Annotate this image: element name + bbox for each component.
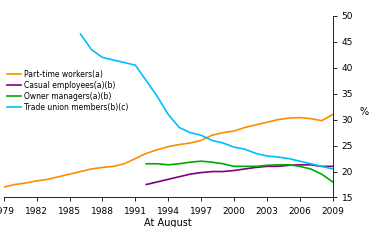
Part-time workers(a) [2,186,6,188]
Legend: Part-time workers(a), Casual employees(a)(b), Owner managers(a)(b), Trade union : Part-time workers(a), Casual employees(a… [4,67,131,115]
Casual employees(a)(b) [265,165,269,168]
Owner managers(a)(b) [199,160,203,163]
Part-time workers(a) [188,142,192,144]
Part-time workers(a) [23,182,28,184]
Owner managers(a)(b) [144,162,149,165]
Line: Trade union members(b)(c): Trade union members(b)(c) [81,34,333,169]
Owner managers(a)(b) [188,161,192,164]
Trade union members(b)(c) [177,126,181,129]
Trade union members(b)(c) [319,165,324,168]
Trade union members(b)(c) [243,148,247,151]
Trade union members(b)(c) [254,152,258,155]
Trade union members(b)(c) [188,131,192,134]
Line: Casual employees(a)(b): Casual employees(a)(b) [146,165,333,185]
Part-time workers(a) [276,118,280,121]
Part-time workers(a) [221,131,225,134]
Owner managers(a)(b) [232,165,236,168]
Casual employees(a)(b) [199,171,203,174]
Trade union members(b)(c) [122,61,127,64]
Part-time workers(a) [232,130,236,132]
Trade union members(b)(c) [89,48,94,51]
Part-time workers(a) [308,117,313,120]
Casual employees(a)(b) [287,164,291,167]
X-axis label: At August: At August [144,218,192,227]
Casual employees(a)(b) [330,165,335,168]
Owner managers(a)(b) [330,180,335,183]
Trade union members(b)(c) [287,157,291,160]
Part-time workers(a) [210,134,214,137]
Part-time workers(a) [111,165,116,168]
Part-time workers(a) [177,143,181,146]
Trade union members(b)(c) [276,156,280,158]
Trade union members(b)(c) [210,139,214,142]
Casual employees(a)(b) [308,163,313,166]
Part-time workers(a) [330,113,335,116]
Trade union members(b)(c) [100,56,105,59]
Line: Owner managers(a)(b): Owner managers(a)(b) [146,161,333,182]
Owner managers(a)(b) [308,168,313,170]
Casual employees(a)(b) [155,180,160,183]
Casual employees(a)(b) [232,169,236,172]
Owner managers(a)(b) [297,165,302,168]
Part-time workers(a) [144,152,149,155]
Casual employees(a)(b) [319,165,324,168]
Part-time workers(a) [166,145,170,148]
Trade union members(b)(c) [297,160,302,163]
Part-time workers(a) [243,126,247,129]
Casual employees(a)(b) [276,165,280,168]
Owner managers(a)(b) [166,163,170,166]
Owner managers(a)(b) [155,162,160,165]
Trade union members(b)(c) [199,134,203,137]
Trade union members(b)(c) [144,79,149,82]
Part-time workers(a) [199,139,203,142]
Trade union members(b)(c) [78,33,83,35]
Part-time workers(a) [319,119,324,122]
Part-time workers(a) [34,180,39,182]
Casual employees(a)(b) [188,173,192,175]
Part-time workers(a) [133,157,138,160]
Casual employees(a)(b) [243,168,247,170]
Trade union members(b)(c) [232,146,236,148]
Part-time workers(a) [89,168,94,170]
Casual employees(a)(b) [144,183,149,186]
Part-time workers(a) [155,148,160,151]
Casual employees(a)(b) [221,170,225,173]
Trade union members(b)(c) [111,59,116,61]
Casual employees(a)(b) [177,175,181,178]
Trade union members(b)(c) [166,113,170,116]
Trade union members(b)(c) [155,95,160,98]
Casual employees(a)(b) [254,166,258,169]
Y-axis label: %: % [360,107,369,117]
Part-time workers(a) [12,183,17,186]
Part-time workers(a) [287,117,291,119]
Part-time workers(a) [67,173,72,175]
Owner managers(a)(b) [177,162,181,165]
Owner managers(a)(b) [287,163,291,166]
Owner managers(a)(b) [254,165,258,168]
Casual employees(a)(b) [166,178,170,181]
Trade union members(b)(c) [330,168,335,170]
Owner managers(a)(b) [210,161,214,164]
Casual employees(a)(b) [210,170,214,173]
Trade union members(b)(c) [308,162,313,165]
Part-time workers(a) [297,116,302,119]
Trade union members(b)(c) [133,64,138,67]
Part-time workers(a) [254,123,258,126]
Line: Part-time workers(a): Part-time workers(a) [4,114,333,187]
Part-time workers(a) [78,170,83,173]
Casual employees(a)(b) [297,163,302,166]
Part-time workers(a) [265,121,269,124]
Part-time workers(a) [45,178,50,181]
Owner managers(a)(b) [276,163,280,166]
Trade union members(b)(c) [221,142,225,144]
Owner managers(a)(b) [221,162,225,165]
Owner managers(a)(b) [319,173,324,175]
Owner managers(a)(b) [243,165,247,168]
Trade union members(b)(c) [265,155,269,157]
Part-time workers(a) [100,166,105,169]
Part-time workers(a) [122,162,127,165]
Owner managers(a)(b) [265,164,269,167]
Part-time workers(a) [56,175,61,178]
